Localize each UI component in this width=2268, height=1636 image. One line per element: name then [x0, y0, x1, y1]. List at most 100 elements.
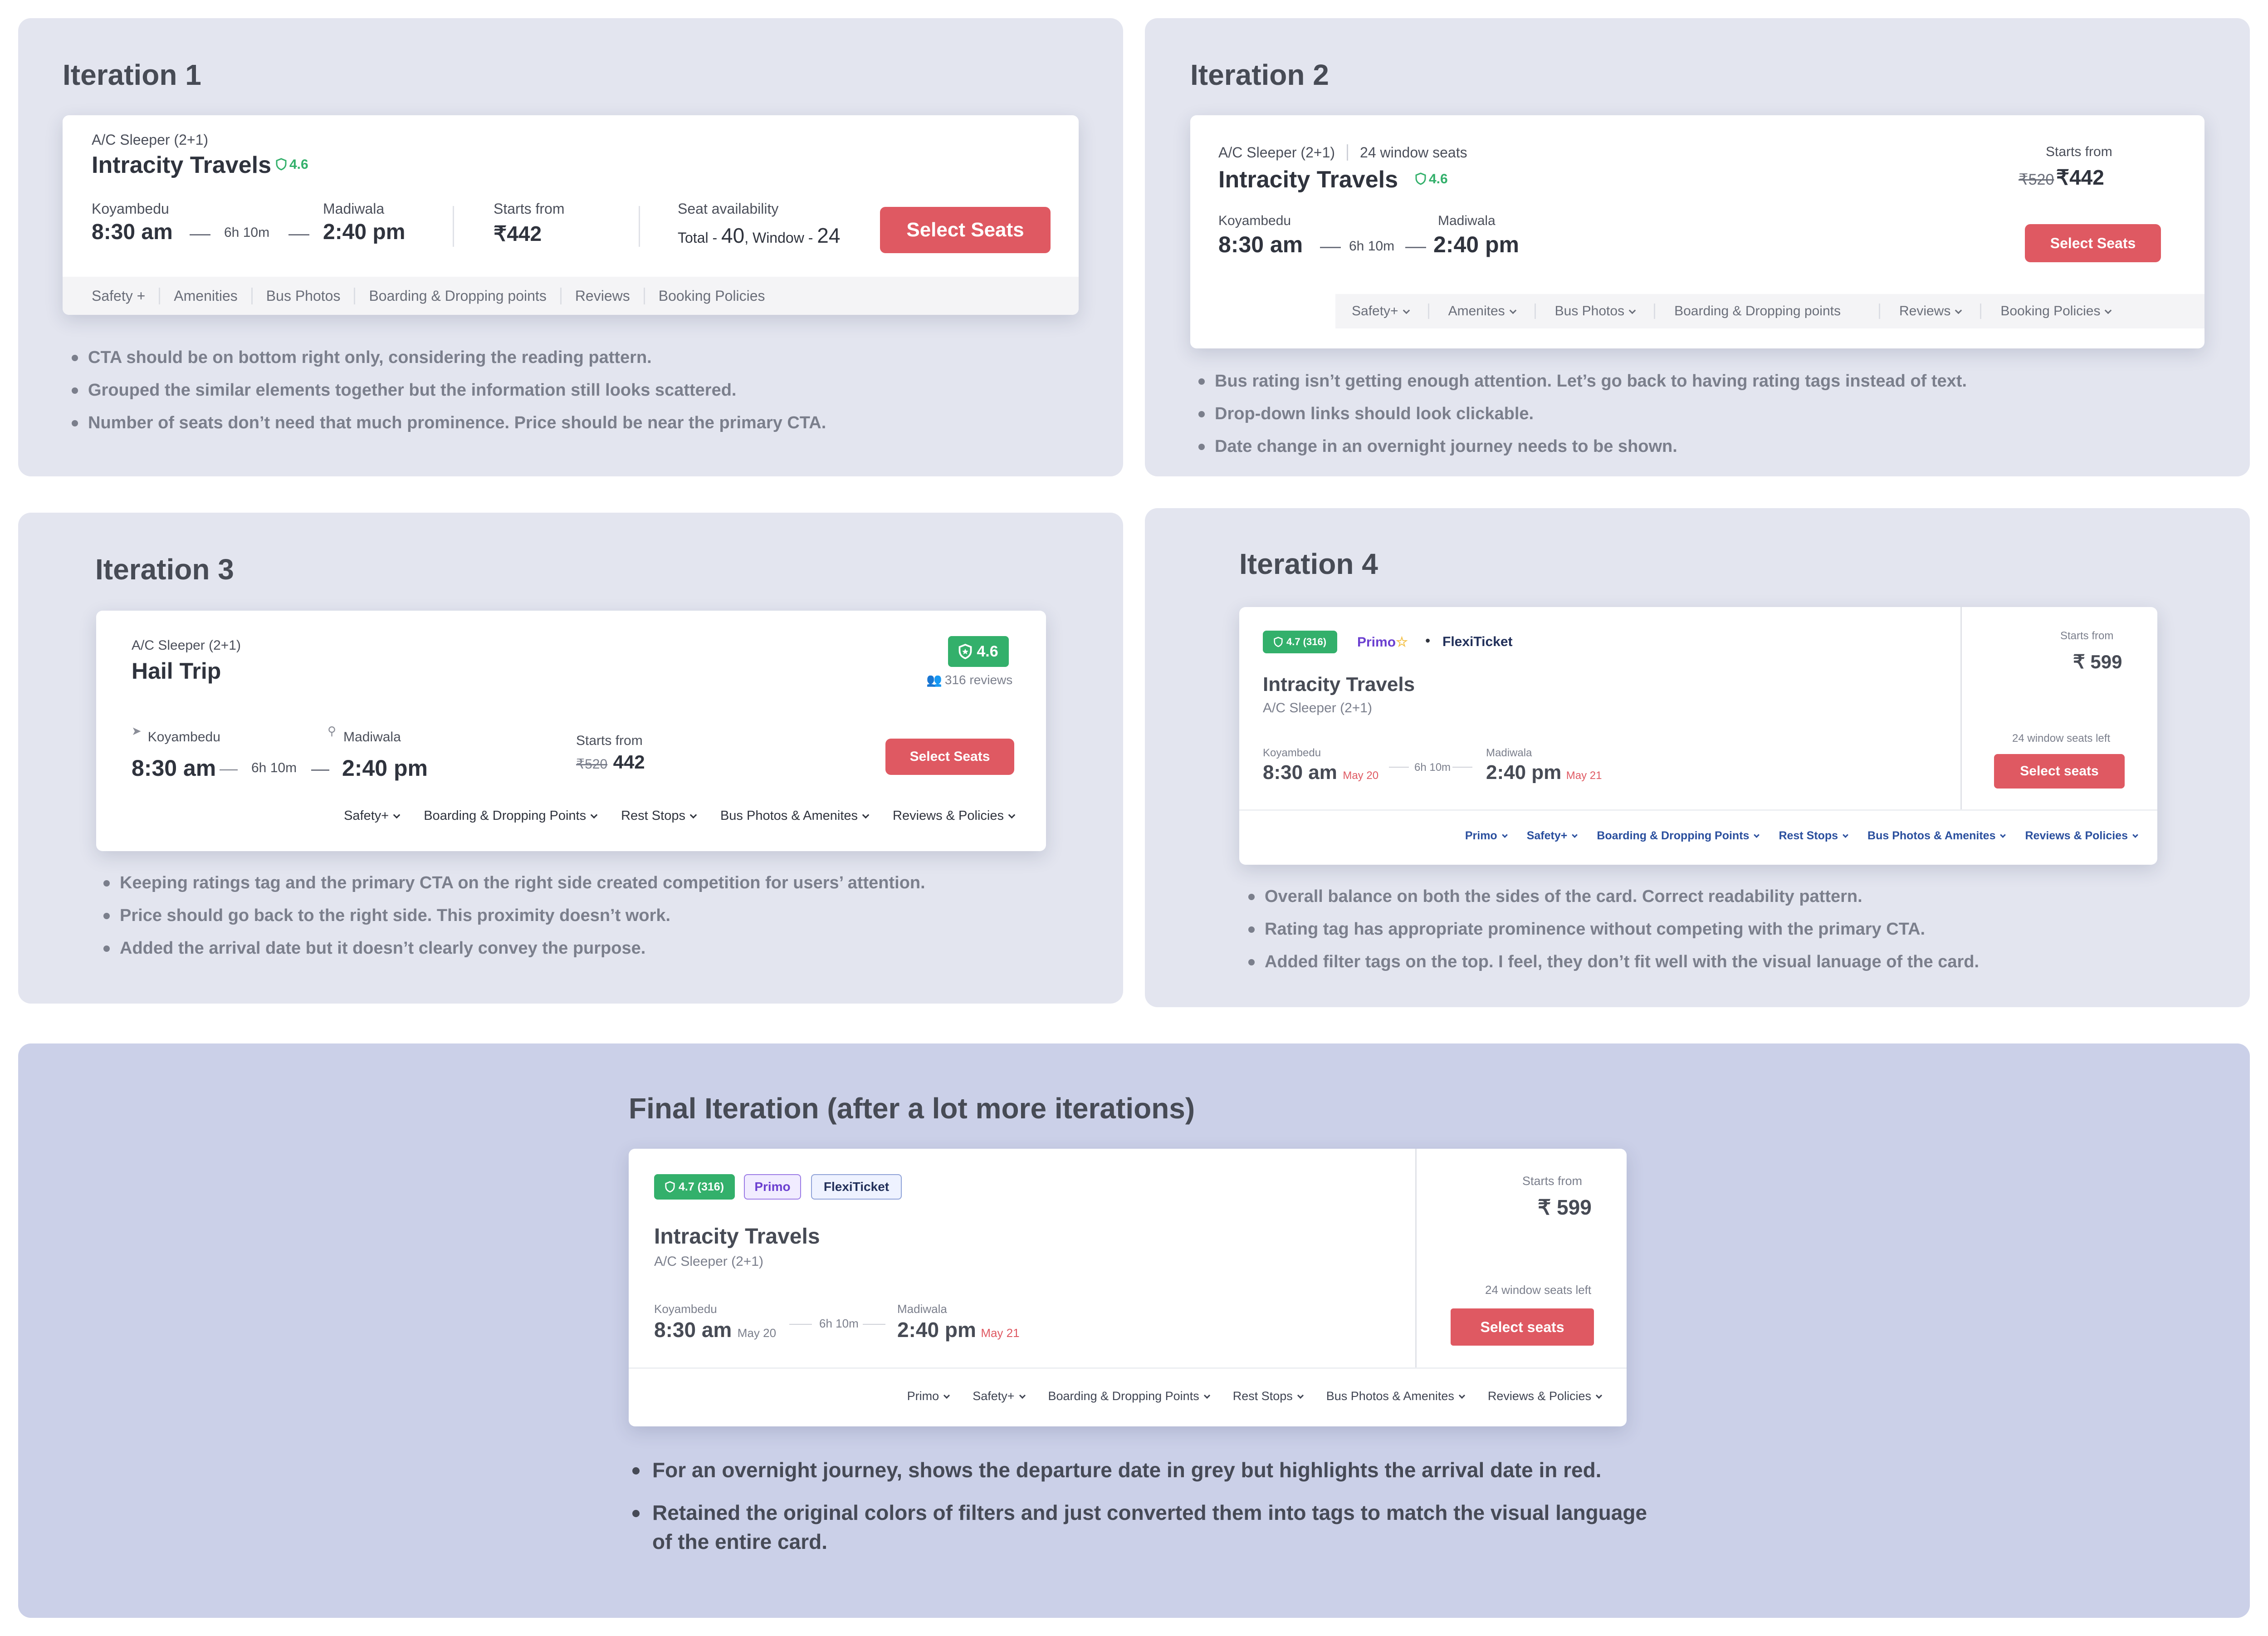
rating-value: 4.6: [977, 642, 998, 660]
tab-label: Boarding & Dropping Points: [1048, 1389, 1199, 1403]
tab-bus-photos-amenities[interactable]: Bus Photos & Amenites: [720, 808, 870, 823]
tab-label: Bus Photos & Amenites: [720, 808, 858, 823]
tab-bus-photos[interactable]: Bus Photos: [253, 287, 356, 304]
tab-bar: Safety + Amenities Bus Photos Boarding &…: [63, 277, 1079, 315]
note: Rating tag has appropriate prominence wi…: [1245, 913, 1979, 945]
seat-type: A/C Sleeper (2+1): [92, 132, 209, 148]
tab-rest-stops[interactable]: Rest Stops: [1233, 1389, 1304, 1403]
tab-booking-policies[interactable]: Booking Policies: [1981, 304, 2112, 319]
chevron-down-icon: [1955, 307, 1962, 314]
departure-time: 8:30 am: [1263, 761, 1337, 784]
tab-boarding-dropping[interactable]: Boarding & Dropping Points: [1048, 1389, 1210, 1403]
select-seats-button[interactable]: Select seats: [1451, 1308, 1594, 1346]
tab-bus-photos-amenities[interactable]: Bus Photos & Amenites: [1326, 1389, 1465, 1403]
select-seats-button[interactable]: Select Seats: [880, 207, 1051, 253]
bus-card: A/C Sleeper (2+1) Intracity Travels 4.6 …: [63, 115, 1079, 315]
send-icon: ➤: [132, 724, 142, 738]
operator-name: Intracity Travels: [1263, 673, 1415, 696]
tab-rest-stops[interactable]: Rest Stops: [1779, 829, 1848, 842]
chevron-down-icon: [1754, 832, 1760, 838]
chevron-down-icon: [689, 811, 697, 819]
chevron-down-icon: [1019, 1392, 1026, 1399]
to-city: Madiwala: [323, 201, 385, 217]
tab-safety[interactable]: Safety+: [1527, 829, 1578, 842]
to-city: Madiwala: [1486, 747, 1532, 759]
people-icon: 👥: [926, 673, 942, 687]
reviews-count: 👥 316 reviews: [926, 672, 1012, 687]
tab-boarding-dropping[interactable]: Boarding & Dropping Points: [1597, 829, 1760, 842]
tab-bus-photos-amenities[interactable]: Bus Photos & Amenites: [1867, 829, 2006, 842]
chevron-down-icon: [2000, 832, 2006, 838]
tab-safety[interactable]: Safety+: [344, 808, 401, 823]
tab-boarding-dropping[interactable]: Boarding & Dropping points: [1655, 304, 1880, 319]
rating-tag: 4.7 (316): [1263, 631, 1337, 653]
tab-reviews-policies[interactable]: Reviews & Policies: [2025, 829, 2138, 842]
tab-safety[interactable]: Safety +: [92, 287, 161, 304]
total-separator: -: [708, 230, 722, 246]
tab-label: Reviews: [1899, 304, 1951, 318]
from-city: ➤ Koyambedu: [132, 724, 220, 745]
note: Date change in an overnight journey need…: [1195, 430, 1967, 463]
to-city: Madiwala: [1438, 213, 1496, 228]
shield-icon: [665, 1181, 675, 1193]
flexi-ticket-tag[interactable]: FlexiTicket: [811, 1174, 902, 1200]
tab-rest-stops[interactable]: Rest Stops: [621, 808, 697, 823]
to-city: Madiwala: [897, 1302, 947, 1316]
tab-label: Safety+: [973, 1389, 1015, 1403]
tab-bus-photos[interactable]: Bus Photos: [1536, 304, 1656, 319]
tab-reviews-policies[interactable]: Reviews & Policies: [893, 808, 1016, 823]
duration: 6h 10m: [1349, 239, 1395, 254]
note: Keeping ratings tag and the primary CTA …: [100, 867, 925, 899]
note: Bus rating isn’t getting enough attentio…: [1195, 365, 1967, 397]
tab-label: Primo: [907, 1389, 939, 1403]
arrival-time: 2:40 pm: [897, 1318, 976, 1342]
note: CTA should be on bottom right only, cons…: [68, 341, 826, 374]
from-city: Koyambedu: [1218, 213, 1291, 228]
bus-card: 4.7 (316) Primo☆ • FlexiTicket Intracity…: [1239, 607, 2157, 865]
tab-primo[interactable]: Primo: [1465, 829, 1508, 842]
tab-reviews-policies[interactable]: Reviews & Policies: [1488, 1389, 1603, 1403]
divider: [453, 206, 454, 247]
seats-left: 24 window seats left: [1485, 1283, 1592, 1297]
select-seats-button[interactable]: Select Seats: [885, 739, 1014, 775]
tab-boarding-dropping[interactable]: Boarding & Dropping points: [355, 287, 562, 304]
tab-amenities[interactable]: Amenites: [1429, 304, 1536, 319]
select-seats-button[interactable]: Select seats: [1994, 754, 2125, 789]
iteration-4-panel: Iteration 4 4.7 (316) Primo☆ • FlexiTick…: [1145, 508, 2250, 1007]
chevron-down-icon: [1203, 1392, 1210, 1399]
to-city: ⚲ Madiwala: [327, 724, 401, 745]
departure-time: 8:30 am: [1218, 232, 1303, 257]
tab-label: Reviews & Policies: [893, 808, 1004, 823]
tab-primo[interactable]: Primo: [907, 1389, 950, 1403]
price: ₹ 599: [1538, 1195, 1592, 1219]
rating-value: 4.7 (316): [1286, 636, 1327, 647]
duration: 6h 10m: [819, 1317, 859, 1330]
chevron-down-icon: [1843, 832, 1848, 838]
note: Drop-down links should look clickable.: [1195, 397, 1967, 430]
currency-symbol: ₹: [494, 222, 507, 245]
select-seats-button[interactable]: Select Seats: [2025, 224, 2161, 262]
seat-type: A/C Sleeper (2+1) 24 window seats: [1218, 144, 1467, 161]
old-price: ₹520: [576, 757, 608, 772]
chevron-down-icon: [943, 1392, 950, 1399]
note: Grouped the similar elements together bu…: [68, 374, 826, 407]
divider: [1239, 809, 2157, 811]
tab-booking-policies[interactable]: Booking Policies: [658, 287, 765, 304]
tab-safety[interactable]: Safety+: [973, 1389, 1026, 1403]
price: ₹520 442: [576, 751, 645, 773]
seat-type: A/C Sleeper (2+1): [1263, 700, 1372, 715]
tab-boarding-dropping[interactable]: Boarding & Dropping Points: [424, 808, 598, 823]
seat-availability-label: Seat availability: [678, 201, 779, 217]
chevron-down-icon: [1501, 832, 1508, 838]
final-iteration-panel: Final Iteration (after a lot more iterat…: [18, 1043, 2250, 1618]
chevron-down-icon: [1595, 1392, 1603, 1399]
price: ₹ 599: [2073, 651, 2122, 672]
tab-reviews[interactable]: Reviews: [562, 287, 645, 304]
tab-reviews[interactable]: Reviews: [1880, 304, 1982, 319]
tab-label: Safety+: [344, 808, 389, 823]
tab-safety[interactable]: Safety+: [1352, 304, 1429, 319]
tab-amenities[interactable]: Amenities: [160, 287, 253, 304]
iteration-1-panel: Iteration 1 A/C Sleeper (2+1) Intracity …: [18, 18, 1123, 476]
primo-tag[interactable]: Primo: [744, 1174, 801, 1200]
route-line: [190, 234, 210, 235]
